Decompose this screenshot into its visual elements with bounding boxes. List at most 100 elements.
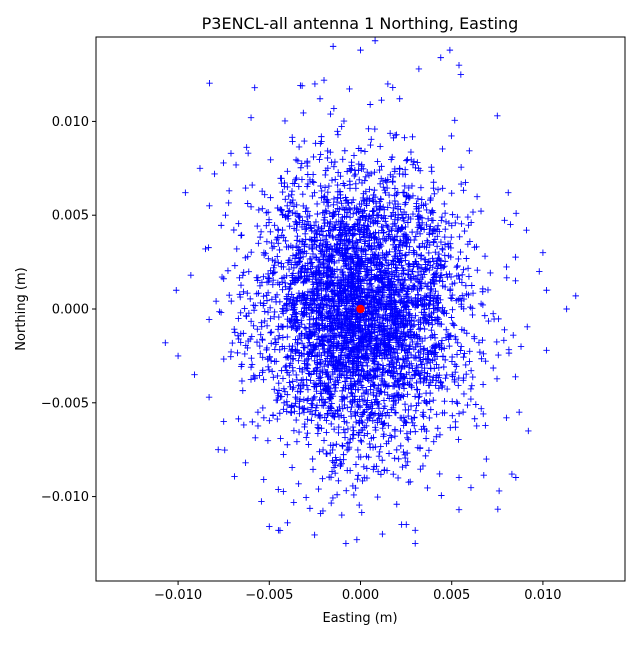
data-point: [350, 341, 358, 348]
data-point: [347, 167, 354, 174]
data-point: [340, 451, 347, 458]
data-point: [377, 388, 385, 396]
data-point: [473, 422, 480, 430]
data-point: [409, 282, 417, 289]
data-point: [376, 180, 384, 188]
data-point: [482, 357, 489, 365]
data-point: [391, 307, 398, 314]
data-point: [317, 151, 324, 158]
data-point: [290, 427, 298, 434]
data-point: [469, 290, 477, 297]
data-point: [309, 330, 316, 338]
data-point: [400, 356, 407, 364]
data-point: [355, 277, 362, 284]
data-point: [306, 316, 314, 323]
data-point: [367, 337, 375, 345]
data-point: [288, 187, 296, 195]
data-point: [278, 232, 286, 239]
data-point: [298, 82, 306, 89]
data-point: [436, 277, 443, 284]
data-point: [275, 240, 282, 247]
data-point: [367, 386, 374, 393]
data-point: [288, 464, 296, 471]
data-point: [313, 285, 321, 292]
data-point: [237, 309, 244, 317]
data-point: [412, 355, 420, 362]
data-point: [446, 342, 453, 350]
data-point: [313, 236, 321, 244]
data-point: [408, 415, 415, 423]
data-point: [319, 475, 326, 482]
data-point: [437, 379, 445, 387]
data-point: [359, 477, 366, 485]
data-point: [358, 261, 365, 268]
data-point: [239, 272, 247, 279]
data-point: [381, 341, 388, 349]
data-point: [433, 433, 440, 440]
data-point: [357, 327, 365, 335]
data-point: [344, 467, 351, 474]
data-point: [298, 176, 306, 183]
data-point: [324, 410, 331, 417]
data-point: [243, 313, 250, 320]
data-point: [426, 300, 434, 308]
data-point: [364, 362, 371, 370]
data-point: [296, 395, 304, 403]
data-point: [300, 310, 307, 317]
data-point: [304, 365, 311, 372]
data-point: [449, 398, 456, 405]
data-point: [358, 438, 365, 446]
data-point: [401, 239, 408, 247]
data-point: [386, 361, 393, 369]
data-point: [421, 334, 429, 342]
data-point: [391, 216, 399, 223]
data-point: [351, 321, 358, 329]
data-point: [423, 427, 430, 435]
data-point: [466, 358, 473, 365]
data-point: [328, 412, 336, 419]
data-point: [379, 254, 387, 261]
data-point: [385, 412, 393, 419]
data-point: [235, 315, 242, 322]
data-point: [293, 310, 300, 317]
data-point: [237, 281, 245, 289]
data-point: [288, 403, 295, 410]
data-point: [289, 270, 297, 277]
data-point: [441, 258, 449, 265]
data-point: [293, 201, 300, 209]
data-point: [317, 182, 324, 190]
data-point: [394, 255, 402, 263]
data-point: [350, 491, 358, 499]
data-point: [396, 293, 404, 300]
data-point: [300, 350, 308, 358]
data-point: [258, 498, 265, 505]
data-point: [283, 305, 291, 313]
data-point: [451, 378, 458, 386]
data-point: [463, 330, 470, 337]
data-point: [441, 209, 449, 217]
data-point: [454, 339, 461, 346]
data-point: [305, 355, 312, 362]
data-point: [458, 279, 466, 286]
data-point: [466, 147, 473, 155]
data-point: [441, 263, 448, 270]
data-point: [421, 301, 428, 309]
data-point: [503, 274, 510, 282]
data-point: [335, 257, 343, 264]
data-point: [349, 303, 357, 310]
data-point: [382, 298, 390, 305]
data-point: [292, 275, 300, 282]
data-point: [295, 143, 303, 151]
data-point: [231, 262, 239, 269]
data-point: [256, 233, 264, 241]
data-point: [417, 184, 425, 191]
data-point: [371, 295, 378, 302]
data-point: [306, 505, 314, 512]
data-point: [372, 424, 379, 431]
data-point: [449, 306, 456, 313]
data-point: [338, 123, 345, 130]
data-point: [536, 268, 543, 275]
data-point: [390, 316, 398, 323]
data-point: [324, 188, 332, 196]
data-point: [299, 248, 306, 255]
